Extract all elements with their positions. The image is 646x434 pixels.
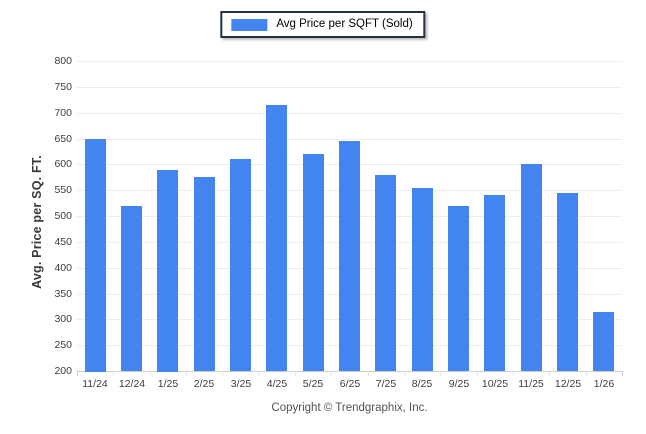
y-tick-label: 700 — [54, 106, 72, 119]
y-tick-label: 800 — [54, 55, 72, 67]
x-axis-tick — [77, 371, 78, 376]
gridline — [77, 61, 622, 62]
bar — [121, 206, 142, 371]
x-axis-tick — [259, 371, 260, 376]
x-axis-tick — [404, 371, 405, 376]
bar — [303, 154, 324, 371]
bar — [448, 206, 469, 371]
x-tick-label: 7/25 — [375, 378, 397, 390]
bar — [484, 195, 505, 371]
x-tick-label: 1/25 — [157, 378, 179, 390]
x-tick-label: 3/25 — [230, 378, 252, 390]
x-tick-label: 11/24 — [82, 378, 108, 390]
x-tick-label: 12/24 — [118, 378, 146, 390]
y-tick-label: 300 — [54, 313, 72, 326]
x-axis-tick — [295, 371, 296, 376]
gridline — [77, 86, 622, 88]
y-tick-label: 200 — [54, 365, 72, 377]
x-tick-label: 2/25 — [193, 378, 215, 390]
legend: Avg Price per SQFT (Sold) — [220, 11, 426, 38]
x-tick-label: 9/25 — [448, 378, 470, 390]
y-tick-label: 450 — [54, 235, 72, 248]
y-tick-label: 250 — [54, 339, 72, 352]
bar — [375, 175, 396, 371]
y-tick-label: 650 — [54, 132, 72, 145]
bar — [266, 105, 287, 371]
x-tick-label: 10/25 — [481, 378, 509, 390]
gridline — [77, 112, 622, 114]
x-tick-label: 11/25 — [518, 378, 544, 390]
bar — [593, 312, 614, 371]
y-tick-label: 400 — [54, 261, 72, 274]
copyright-text: Copyright © Trendgraphix, Inc. — [271, 402, 428, 414]
x-tick-label: 4/25 — [266, 378, 288, 390]
bar — [557, 193, 578, 371]
bar — [157, 170, 178, 372]
x-axis-tick — [622, 371, 623, 376]
x-axis-tick — [477, 371, 478, 376]
y-tick-label: 550 — [54, 184, 72, 197]
x-tick-label: 5/25 — [302, 378, 324, 390]
y-tick-label: 350 — [54, 287, 72, 300]
legend-swatch — [231, 18, 268, 31]
x-axis-tick — [113, 371, 114, 376]
bar — [339, 141, 360, 371]
x-axis-tick — [331, 371, 332, 376]
x-axis-tick — [222, 371, 223, 376]
x-tick-label: 8/25 — [411, 378, 433, 390]
x-axis-tick — [368, 371, 369, 376]
x-axis-tick — [586, 371, 587, 376]
x-tick-label: 12/25 — [554, 378, 582, 390]
bar — [194, 177, 215, 371]
legend-label: Avg Price per SQFT (Sold) — [276, 18, 413, 30]
x-tick-label: 6/25 — [339, 378, 361, 390]
bar — [412, 188, 433, 371]
bar — [521, 164, 542, 371]
bar — [230, 159, 251, 371]
gridline — [77, 138, 622, 140]
x-axis-tick — [186, 371, 187, 376]
x-axis-tick — [150, 371, 151, 376]
x-tick-label: 1/26 — [593, 378, 615, 390]
x-axis-tick — [513, 371, 514, 376]
x-axis-line — [77, 371, 623, 372]
y-tick-label: 750 — [54, 80, 72, 93]
x-axis-tick — [549, 371, 550, 376]
x-axis-tick — [440, 371, 441, 376]
y-tick-label: 600 — [54, 158, 72, 171]
bar — [85, 139, 106, 372]
y-tick-label: 500 — [54, 210, 72, 222]
